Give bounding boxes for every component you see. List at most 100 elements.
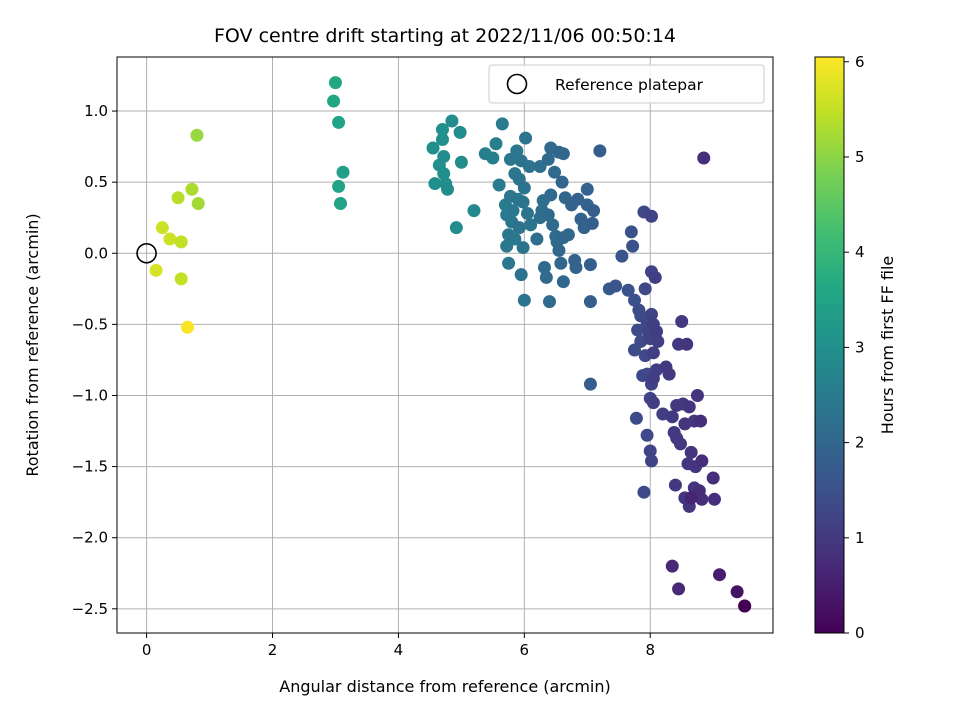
data-point — [506, 204, 520, 218]
data-point — [556, 147, 570, 161]
data-point — [467, 204, 481, 218]
data-point — [673, 437, 687, 451]
data-point — [624, 225, 638, 239]
data-point — [489, 137, 503, 151]
data-point — [640, 428, 654, 442]
data-point — [707, 492, 721, 506]
x-tick-label: 4 — [394, 641, 404, 659]
data-point — [629, 411, 643, 425]
data-point — [695, 492, 709, 506]
data-point — [495, 117, 509, 131]
data-point — [454, 155, 468, 169]
data-point — [668, 478, 682, 492]
data-point — [706, 471, 720, 485]
colorbar-tick-label: 3 — [855, 338, 865, 356]
data-point — [650, 324, 664, 338]
data-point — [665, 559, 679, 573]
data-point — [437, 167, 451, 181]
data-point — [181, 320, 195, 334]
data-point — [712, 568, 726, 582]
data-point — [453, 125, 467, 139]
data-point — [520, 206, 534, 220]
chart-title: FOV centre drift starting at 2022/11/06 … — [214, 25, 676, 47]
colorbar-tick-label: 4 — [855, 243, 865, 261]
data-point — [644, 209, 658, 223]
data-point — [546, 218, 560, 232]
data-point — [738, 599, 752, 613]
data-point — [332, 179, 346, 193]
data-point — [675, 315, 689, 329]
data-point — [638, 282, 652, 296]
data-point — [517, 293, 531, 307]
colorbar: 0 1 2 3 4 5 6 Hours from first FF file — [814, 53, 897, 642]
reference-marker — [136, 242, 157, 264]
data-point — [680, 337, 694, 351]
data-point — [541, 152, 555, 166]
x-tick-label: 2 — [268, 641, 278, 659]
x-tick-label: 0 — [142, 641, 152, 659]
data-point — [662, 367, 676, 381]
data-point — [569, 260, 583, 274]
data-point — [665, 410, 679, 424]
data-point — [571, 192, 585, 206]
colorbar-tick-label: 5 — [855, 148, 865, 166]
data-point — [646, 346, 660, 360]
data-point — [580, 182, 594, 196]
data-point — [585, 216, 599, 230]
data-point — [646, 396, 660, 410]
data-point — [583, 377, 597, 391]
data-point — [651, 334, 665, 348]
data-point — [336, 165, 350, 179]
data-point — [539, 270, 553, 284]
data-point — [519, 131, 533, 145]
y-tick-label: 1.0 — [84, 102, 108, 120]
data-points — [149, 76, 752, 613]
data-point — [191, 196, 205, 210]
y-tick-label: −1.5 — [72, 458, 108, 476]
plot-frame — [116, 56, 774, 634]
y-tick-label: −2.0 — [72, 529, 108, 547]
data-point — [697, 151, 711, 165]
data-point — [512, 221, 526, 235]
x-axis-ticks: 0 2 4 6 8 — [142, 633, 655, 659]
colorbar-tick-label: 1 — [855, 529, 865, 547]
y-tick-label: 0.5 — [84, 173, 108, 191]
data-point — [508, 232, 522, 246]
data-point — [516, 195, 530, 209]
data-point — [492, 178, 506, 192]
data-point — [694, 414, 708, 428]
data-point — [174, 272, 188, 286]
data-point — [522, 160, 536, 174]
y-tick-label: 0.0 — [84, 244, 108, 262]
data-point — [449, 221, 463, 235]
legend-box — [488, 64, 765, 104]
x-axis-label: Angular distance from reference (arcmin) — [279, 677, 610, 696]
data-point — [435, 132, 449, 146]
colorbar-label: Hours from first FF file — [878, 256, 897, 435]
legend-label: Reference platepar — [555, 76, 704, 94]
data-point — [615, 249, 629, 263]
y-tick-label: −1.0 — [72, 386, 108, 404]
colorbar-tick-label: 6 — [855, 53, 865, 71]
y-axis-label: Rotation from reference (arcmin) — [23, 213, 42, 476]
data-point — [171, 191, 185, 205]
data-point — [502, 256, 516, 270]
data-point — [637, 485, 651, 499]
data-point — [561, 228, 575, 242]
data-point — [174, 235, 188, 249]
data-point — [690, 388, 704, 402]
legend: Reference platepar — [488, 64, 765, 104]
data-point — [554, 256, 568, 270]
data-point — [541, 208, 555, 222]
data-point — [609, 279, 623, 293]
colorbar-tick-label: 2 — [855, 434, 865, 452]
data-point — [548, 165, 562, 179]
data-point — [163, 232, 177, 246]
colorbar-tick-label: 0 — [855, 624, 865, 642]
data-point — [426, 141, 440, 155]
data-point — [684, 445, 698, 459]
data-point — [328, 76, 342, 90]
colorbar-ticks: 0 1 2 3 4 5 6 — [844, 53, 865, 642]
x-tick-label: 6 — [520, 641, 530, 659]
